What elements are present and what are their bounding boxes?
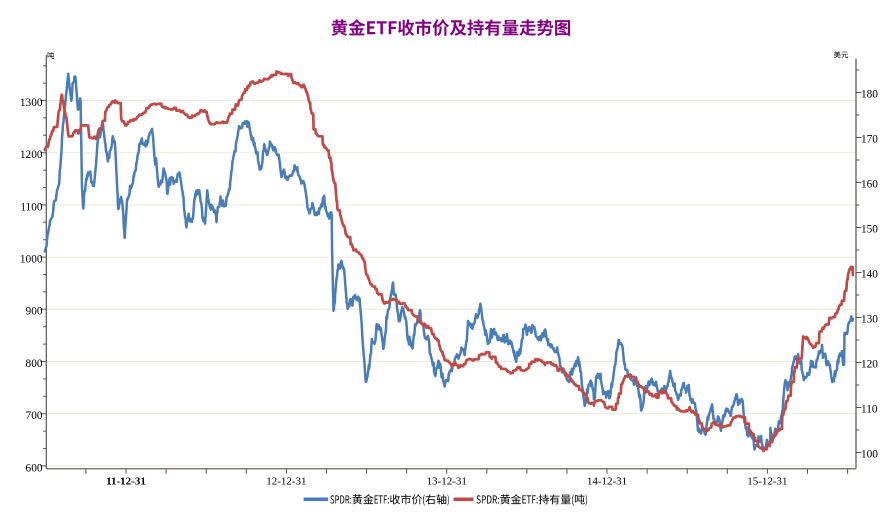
- svg-text:100: 100: [861, 449, 878, 461]
- svg-text:120: 120: [861, 359, 878, 371]
- svg-text:1200: 1200: [20, 149, 43, 161]
- svg-text:1300: 1300: [20, 97, 43, 109]
- svg-text:1100: 1100: [20, 201, 43, 213]
- svg-text:160: 160: [861, 179, 878, 191]
- svg-text:110: 110: [861, 404, 878, 416]
- svg-text:170: 170: [861, 134, 878, 146]
- svg-text:700: 700: [26, 410, 43, 422]
- svg-text:800: 800: [26, 358, 43, 370]
- svg-text:140: 140: [861, 269, 878, 281]
- svg-text:1000: 1000: [20, 254, 43, 266]
- svg-text:600: 600: [26, 462, 43, 474]
- svg-text:11-12-31: 11-12-31: [106, 476, 146, 488]
- svg-text:180: 180: [861, 89, 878, 101]
- svg-text:150: 150: [861, 224, 878, 236]
- svg-text:130: 130: [861, 314, 878, 326]
- svg-text:14-12-31: 14-12-31: [587, 476, 627, 488]
- svg-text:13-12-31: 13-12-31: [427, 476, 467, 488]
- svg-text:15-12-31: 15-12-31: [747, 476, 787, 488]
- svg-text:900: 900: [26, 306, 43, 318]
- svg-text:12-12-31: 12-12-31: [266, 476, 306, 488]
